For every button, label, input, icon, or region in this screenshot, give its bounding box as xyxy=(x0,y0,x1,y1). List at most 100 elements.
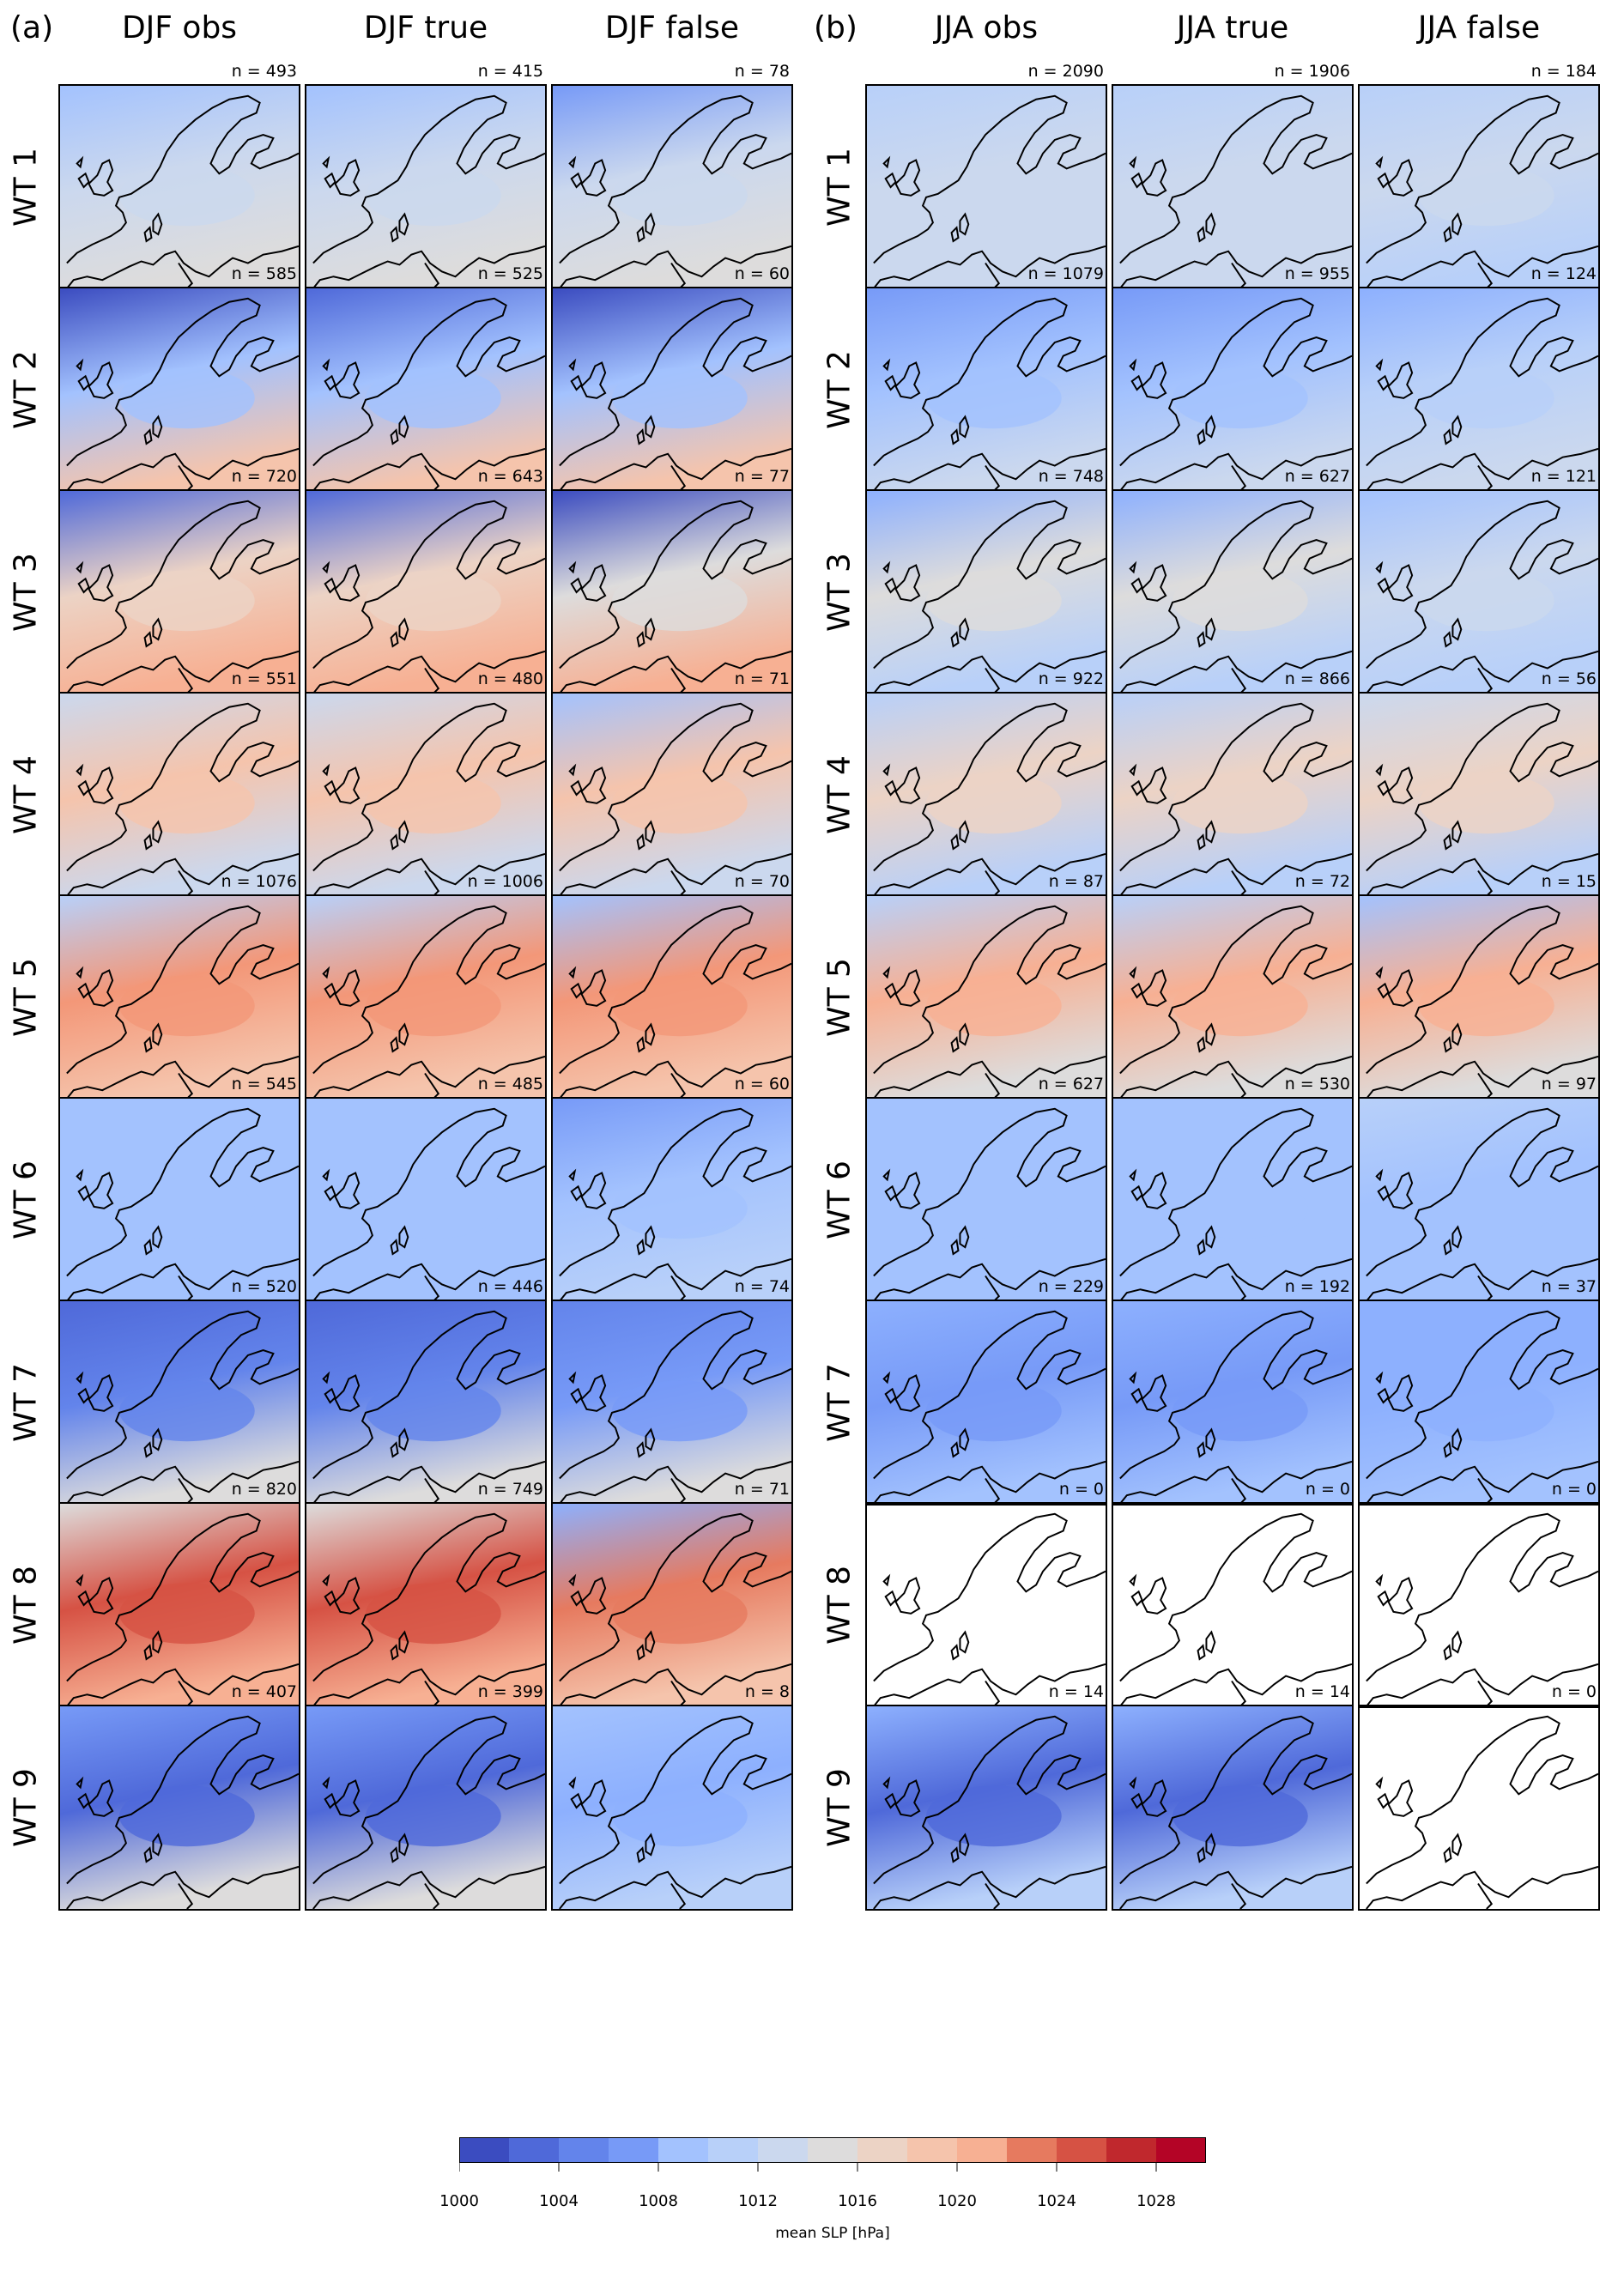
sample-size-label: n = 551 xyxy=(231,669,297,688)
coastline xyxy=(568,155,577,169)
slp-field xyxy=(60,896,299,1099)
coastline xyxy=(636,1644,645,1661)
coastline xyxy=(324,374,336,391)
coastline xyxy=(88,1374,114,1412)
coastline xyxy=(1366,905,1598,1075)
coastline xyxy=(884,374,897,391)
sample-size-label: n = 530 xyxy=(1284,1075,1350,1094)
slp-map xyxy=(1358,287,1600,493)
coastline xyxy=(570,1387,583,1404)
sample-size-label: n = 407 xyxy=(231,1682,297,1701)
slp-center-anomaly xyxy=(926,570,1062,632)
coastline xyxy=(398,1022,409,1046)
slp-map xyxy=(551,1705,793,1911)
coastline xyxy=(570,982,583,999)
coastline xyxy=(1130,1387,1143,1404)
coastline xyxy=(1451,1630,1463,1654)
coastline xyxy=(559,1865,791,1909)
slp-center-anomaly xyxy=(119,1178,255,1239)
coastline xyxy=(570,1590,583,1607)
coastline xyxy=(985,1680,1001,1706)
coastline xyxy=(1205,1630,1216,1654)
slp-field xyxy=(867,86,1106,288)
slp-field xyxy=(867,491,1106,694)
slp-field xyxy=(1366,1512,1598,1706)
slp-field xyxy=(60,694,299,896)
coastline xyxy=(1119,1715,1352,1885)
coastline xyxy=(1129,1371,1137,1384)
coastline xyxy=(884,779,897,797)
coastline xyxy=(143,226,153,243)
coastline xyxy=(1477,1072,1494,1099)
slp-field xyxy=(867,1706,1106,1909)
coastline xyxy=(398,617,409,641)
coastline xyxy=(1129,1776,1137,1790)
coastline xyxy=(1366,297,1598,467)
slp-map xyxy=(305,287,547,493)
coastline xyxy=(985,667,1001,694)
coastline xyxy=(1377,982,1390,999)
sample-size-label: n = 71 xyxy=(734,1480,790,1499)
coastline xyxy=(959,617,970,641)
slp-map xyxy=(58,84,300,290)
coastline xyxy=(390,1036,399,1053)
slp-map xyxy=(551,287,793,493)
colorbar-tick-label: 1020 xyxy=(937,2192,977,2210)
coastline xyxy=(1119,94,1352,264)
colorbar-segment xyxy=(808,2137,858,2163)
coastline xyxy=(1443,1644,1452,1661)
coastline xyxy=(66,447,299,491)
colorbar-tick-label: 1008 xyxy=(639,2192,678,2210)
coastline xyxy=(1366,500,1598,669)
coastline xyxy=(1377,374,1390,391)
sample-size-label: n = 184 xyxy=(1530,62,1597,81)
colorbar-segment xyxy=(1007,2137,1057,2163)
coastline xyxy=(322,1371,330,1384)
coastline xyxy=(77,982,90,999)
coastline xyxy=(559,1715,791,1885)
slp-field xyxy=(553,694,791,896)
coastline xyxy=(580,564,607,602)
colorbar-label: mean SLP [hPa] xyxy=(775,2225,890,2242)
sample-size-label: n = 1076 xyxy=(221,872,297,891)
sample-size-label: n = 70 xyxy=(734,872,790,891)
row-label: WT 1 xyxy=(8,148,44,227)
sample-size-label: n = 97 xyxy=(1541,1075,1597,1094)
coastline xyxy=(1130,1792,1143,1809)
coastline xyxy=(66,1310,299,1480)
coastline xyxy=(88,159,114,197)
coastline xyxy=(312,447,545,491)
slp-center-anomaly xyxy=(1419,165,1554,227)
slp-center-anomaly xyxy=(612,570,748,632)
slp-map xyxy=(1112,1705,1354,1911)
slp-field xyxy=(60,1706,299,1909)
coastline xyxy=(985,1477,1001,1504)
slp-map xyxy=(58,1097,300,1303)
slp-map xyxy=(1112,287,1354,493)
slp-field xyxy=(60,1504,299,1706)
row-label: WT 4 xyxy=(8,755,44,834)
colorbar-tick-label: 1004 xyxy=(539,2192,579,2210)
slp-field xyxy=(1113,1301,1352,1504)
slp-field xyxy=(1113,694,1352,896)
slp-field xyxy=(1113,288,1352,491)
slp-map xyxy=(305,84,547,290)
coastline xyxy=(985,1072,1001,1099)
slp-field xyxy=(553,288,791,491)
slp-center-anomaly xyxy=(366,570,501,632)
coastline xyxy=(950,631,960,648)
coastline xyxy=(568,560,577,574)
coastline xyxy=(66,905,299,1075)
coastline xyxy=(1129,155,1137,169)
slp-field xyxy=(867,896,1106,1099)
coastline xyxy=(324,1792,336,1809)
row-label: WT 5 xyxy=(8,958,44,1037)
coastline xyxy=(559,1663,791,1706)
sample-size-label: n = 415 xyxy=(477,62,543,81)
coastline xyxy=(312,94,545,264)
coastline xyxy=(559,297,791,467)
coastline xyxy=(152,820,163,844)
coastline xyxy=(1129,1168,1137,1182)
coastline xyxy=(873,245,1106,288)
coastline xyxy=(178,1275,194,1301)
